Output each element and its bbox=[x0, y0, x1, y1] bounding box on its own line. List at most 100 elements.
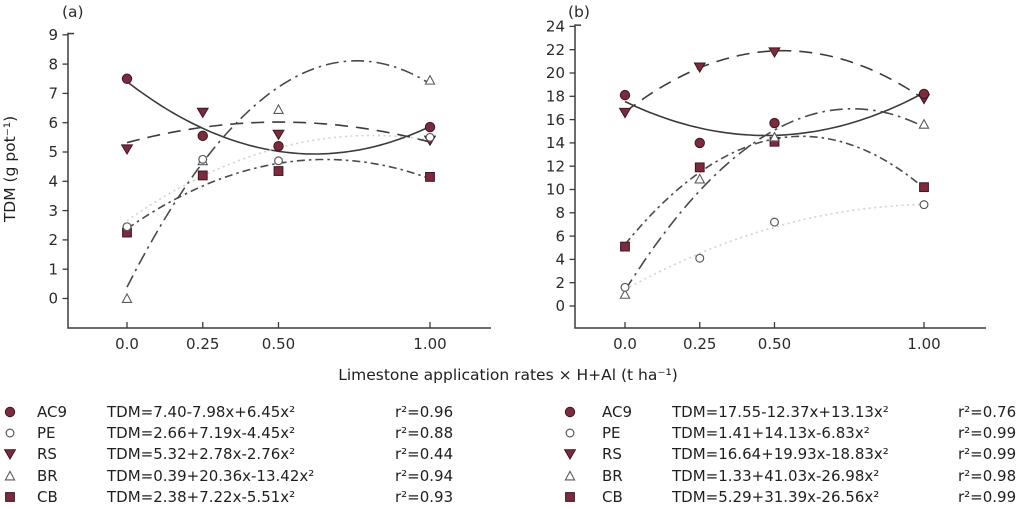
x-tick-label: 0.50 bbox=[758, 335, 791, 353]
pe-point bbox=[695, 253, 705, 263]
circle-filled-icon bbox=[0, 405, 20, 419]
rs-point bbox=[120, 144, 134, 156]
cb-curve bbox=[624, 135, 925, 245]
ac9-point bbox=[424, 121, 436, 133]
series-r2: r²=0.99 bbox=[958, 445, 1017, 464]
series-r2: r²=0.44 bbox=[395, 445, 454, 464]
y-tick-label: 22 bbox=[546, 41, 565, 59]
triangle-down-filled-icon bbox=[560, 447, 580, 461]
series-equation: TDM=2.38+7.22x-5.51x² bbox=[107, 488, 296, 507]
br-legend-marker bbox=[564, 470, 576, 481]
x-tick-label: 1.00 bbox=[413, 335, 446, 353]
y-tick-label: 10 bbox=[546, 181, 565, 199]
br-point bbox=[768, 131, 781, 142]
series-name: BR bbox=[37, 466, 58, 485]
br-point bbox=[121, 292, 133, 303]
pe-point bbox=[919, 200, 929, 210]
legend-row-ac9: AC9 TDM=17.55-12.37x+13.13x² r²=0.76 bbox=[560, 401, 1024, 422]
y-tick-label: 24 bbox=[546, 18, 565, 36]
cb-legend-marker bbox=[565, 492, 575, 503]
series-equation: TDM=17.55-12.37x+13.13x² bbox=[672, 402, 889, 421]
y-tick-label: 18 bbox=[546, 88, 565, 106]
rs-curve bbox=[126, 121, 431, 144]
y-tick-label: 16 bbox=[546, 111, 565, 129]
series-r2: r²=0.96 bbox=[395, 402, 454, 421]
circle-filled-icon bbox=[560, 405, 580, 419]
y-tick-label: 0 bbox=[48, 290, 58, 308]
rs-point bbox=[693, 62, 707, 74]
cb-curve bbox=[126, 158, 431, 230]
y-tick-label: 4 bbox=[48, 173, 58, 191]
y-tick-label: 8 bbox=[555, 204, 565, 222]
series-equation: TDM=5.29+31.39x-26.56x² bbox=[672, 488, 880, 507]
x-tick-label: 0.25 bbox=[683, 335, 716, 353]
series-name: CB bbox=[37, 488, 58, 507]
y-tick-label: 6 bbox=[48, 114, 58, 132]
rs-point bbox=[272, 129, 285, 141]
ac9-point bbox=[619, 89, 631, 101]
y-tick-label: 14 bbox=[546, 134, 565, 152]
ac9-point bbox=[197, 130, 208, 142]
y-tick-label: 2 bbox=[555, 274, 565, 292]
legend-panel-a: AC9 TDM=7.40-7.98x+6.45x² r²=0.96 PE TDM=2.6… bbox=[0, 401, 476, 508]
x-axis-label: Limestone application rates × H+Al (t ha… bbox=[338, 366, 678, 384]
legend-row-br: BR TDM=0.39+20.36x-13.42x² r²=0.94 bbox=[0, 465, 476, 486]
pe-point bbox=[274, 156, 284, 166]
panel-a-label: (a) bbox=[62, 3, 84, 21]
pe-point bbox=[620, 282, 630, 292]
ac9-point bbox=[694, 137, 705, 149]
triangle-up-open-icon bbox=[0, 469, 20, 483]
legend-row-cb: CB TDM=5.29+31.39x-26.56x² r²=0.99 bbox=[560, 487, 1024, 508]
rs-point bbox=[618, 107, 632, 119]
series-name: PE bbox=[37, 424, 56, 443]
series-equation: TDM=1.33+41.03x-26.98x² bbox=[672, 466, 880, 485]
y-tick-label: 12 bbox=[546, 157, 565, 175]
y-tick-label: 9 bbox=[48, 26, 58, 44]
series-equation: TDM=2.66+7.19x-4.45x² bbox=[107, 424, 296, 443]
cb-point bbox=[197, 170, 208, 181]
axes bbox=[574, 24, 986, 329]
pe-point bbox=[198, 154, 208, 164]
br-point bbox=[918, 118, 930, 129]
pe-curve bbox=[624, 203, 925, 291]
series-equation: TDM=16.64+19.93x-18.83x² bbox=[672, 445, 889, 464]
rs-curve bbox=[624, 49, 925, 113]
cb-legend-marker bbox=[5, 492, 15, 503]
br-curve bbox=[624, 108, 925, 291]
y-tick-label: 1 bbox=[48, 260, 58, 278]
br-point bbox=[272, 103, 285, 114]
x-tick-label: 0.0 bbox=[115, 335, 139, 353]
ac9-legend-marker bbox=[564, 406, 576, 417]
pe-curve bbox=[126, 134, 431, 222]
x-tick-label: 0.25 bbox=[186, 335, 219, 353]
legend-row-br: BR TDM=1.33+41.03x-26.98x² r²=0.98 bbox=[560, 465, 1024, 486]
panel-b-label: (b) bbox=[568, 3, 590, 21]
legend-row-rs: RS TDM=16.64+19.93x-18.83x² r²=0.99 bbox=[560, 444, 1024, 465]
y-tick-label: 6 bbox=[555, 227, 565, 245]
y-tick-label: 8 bbox=[48, 55, 58, 73]
series-name: RS bbox=[37, 445, 57, 464]
ac9-point bbox=[121, 73, 133, 84]
series-r2: r²=0.94 bbox=[395, 466, 454, 485]
y-tick-label: 20 bbox=[546, 64, 565, 82]
series-name: BR bbox=[602, 466, 623, 485]
series-r2: r²=0.99 bbox=[958, 488, 1017, 507]
series-r2: r²=0.88 bbox=[395, 424, 454, 443]
y-tick-label: 4 bbox=[555, 251, 565, 269]
ac9-point bbox=[769, 117, 780, 129]
square-filled-icon bbox=[560, 490, 580, 504]
x-tick-label: 1.00 bbox=[907, 335, 940, 353]
rs-point bbox=[768, 47, 781, 59]
legend-row-ac9: AC9 TDM=7.40-7.98x+6.45x² r²=0.96 bbox=[0, 401, 476, 422]
series-equation: TDM=7.40-7.98x+6.45x² bbox=[107, 402, 296, 421]
rs-point bbox=[196, 107, 210, 119]
pe-point bbox=[425, 132, 435, 142]
legend-row-cb: CB TDM=2.38+7.22x-5.51x² r²=0.93 bbox=[0, 487, 476, 508]
series-name: AC9 bbox=[602, 402, 633, 421]
series-name: PE bbox=[602, 424, 621, 443]
series-r2: r²=0.93 bbox=[395, 488, 454, 507]
x-tick-label: 0.0 bbox=[613, 335, 637, 353]
ac9-point bbox=[918, 88, 930, 100]
br-point bbox=[424, 74, 436, 85]
y-tick-label: 5 bbox=[48, 143, 58, 161]
